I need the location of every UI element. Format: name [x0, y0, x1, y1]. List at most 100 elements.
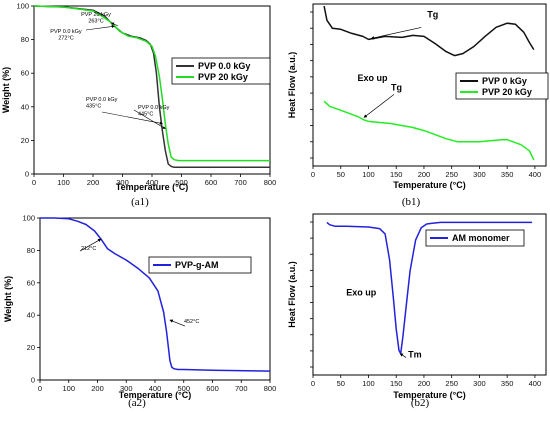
x-tick-label: 0: [311, 170, 315, 179]
x-tick-label: 400: [529, 170, 542, 179]
y-axis-label: Heat Flow (a.u.): [287, 261, 297, 328]
panel-caption: (a2): [128, 397, 146, 409]
x-tick-label: 350: [501, 170, 514, 179]
x-tick-label: 150: [390, 379, 403, 388]
y-axis-label: Heat Flow (a.u.): [287, 52, 297, 119]
annotation-text: 272°C: [58, 36, 73, 42]
x-tick-label: 250: [445, 379, 458, 388]
x-tick-label: 200: [418, 379, 431, 388]
series-line: [33, 5, 270, 162]
y-tick-label: 80: [21, 35, 29, 44]
x-tick-label: 0: [38, 384, 42, 393]
annotation-text: Tg: [427, 9, 438, 19]
series-line: [323, 100, 535, 161]
chart-a2: 0 100 200 300 400 500 600 700 800 0 20 40 60 80 100 Tem…: [3, 214, 276, 410]
annotation-text: Exo up: [358, 73, 389, 83]
x-tick-label: 350: [501, 379, 514, 388]
y-tick-label: 100: [22, 214, 35, 223]
x-tick-label: 400: [149, 384, 162, 393]
x-tick-label: 800: [264, 384, 277, 393]
annotation-text: PVP 20 kGy: [81, 12, 111, 18]
y-tick-label: 100: [16, 2, 29, 11]
annotation-arrow: [111, 22, 119, 27]
annotation-text: PVP 0.0 kGy: [138, 105, 170, 111]
x-tick-label: 100: [362, 379, 375, 388]
annotation-text: Exo up: [346, 287, 377, 297]
legend-label: PVP 20 kGy: [198, 72, 248, 82]
x-tick-label: 200: [87, 178, 100, 187]
plot-frame: [39, 217, 271, 381]
panel-caption: (b1): [402, 196, 421, 208]
annotation-arrow: [399, 353, 407, 358]
annotation-text: 212°C: [81, 246, 96, 252]
annotation-text: 263°C: [88, 19, 103, 25]
panel-caption: (a1): [131, 196, 149, 208]
annotation-text: PVP 0.0 kGy: [86, 97, 118, 103]
annotation-arrow: [101, 111, 163, 125]
annotation-arrow: [169, 319, 186, 327]
series-line: [323, 5, 535, 57]
y-tick-label: 40: [27, 311, 35, 320]
chart-b1: 0 50 100 150 200 250 300 350 400 Temperature (°C)…: [287, 3, 549, 208]
legend-box: [425, 229, 525, 247]
x-tick-label: 500: [177, 384, 190, 393]
y-tick-label: 0: [25, 170, 29, 179]
x-tick-label: 500: [175, 178, 188, 187]
x-tick-label: 700: [234, 178, 247, 187]
x-tick-label: 50: [337, 379, 345, 388]
x-tick-label: 100: [362, 170, 375, 179]
annotation-text: Tg: [391, 82, 402, 92]
annotation-text: PVP 0.0 kGy: [50, 29, 82, 35]
panel-caption: (b2): [411, 397, 430, 409]
x-tick-label: 50: [337, 170, 345, 179]
legend-label: AM monomer: [452, 233, 510, 243]
annotation-text: 435°C: [86, 104, 101, 110]
x-axis-label: Temperature (°C): [393, 390, 465, 400]
series-line: [40, 217, 271, 372]
y-tick-label: 60: [21, 69, 29, 78]
chart-b2: 0 50 100 150 200 250 300 350 400 Temperature (°C)…: [287, 213, 547, 409]
annotation-text: Tm: [408, 350, 422, 360]
x-tick-label: 300: [120, 384, 133, 393]
legend-label: PVP-g-AM: [175, 260, 219, 270]
x-tick-label: 400: [146, 178, 159, 187]
annotation-arrow: [85, 25, 115, 31]
x-tick-label: 300: [116, 178, 129, 187]
x-tick-label: 200: [418, 170, 431, 179]
x-tick-label: 300: [473, 170, 486, 179]
legend-label: PVP 0 kGy: [482, 76, 527, 86]
y-tick-label: 20: [27, 343, 35, 352]
x-tick-label: 0: [32, 178, 36, 187]
x-tick-label: 100: [62, 384, 75, 393]
y-tick-label: 60: [27, 278, 35, 287]
legend-box: [455, 72, 549, 100]
legend-box: [148, 256, 252, 274]
x-tick-label: 400: [529, 379, 542, 388]
x-axis-label: Temperature (°C): [393, 180, 465, 190]
x-tick-label: 150: [390, 170, 403, 179]
legend: PVP-g-AM: [148, 256, 252, 274]
y-tick-label: 80: [27, 246, 35, 255]
x-tick-label: 600: [206, 384, 219, 393]
y-tick-label: 20: [21, 136, 29, 145]
x-tick-label: 200: [91, 384, 104, 393]
y-axis-label: Weight (%): [1, 67, 11, 113]
x-tick-label: 0: [311, 379, 315, 388]
legend-box: [171, 57, 271, 85]
y-tick-label: 40: [21, 102, 29, 111]
annotation-text: 452°C: [184, 319, 199, 325]
x-tick-label: 700: [235, 384, 248, 393]
x-axis-label: Temperature (°C): [119, 390, 191, 400]
x-tick-label: 250: [445, 170, 458, 179]
y-axis-label: Weight (%): [3, 276, 13, 322]
x-tick-label: 600: [205, 178, 218, 187]
annotation-arrow: [133, 109, 166, 129]
legend-label: PVP 20 kGy: [482, 87, 532, 97]
x-tick-label: 100: [57, 178, 70, 187]
chart-a1: 0 100 200 300 400 500 600 700 800 0 20 40 60 80 100 Tem…: [1, 2, 276, 209]
series-line: [326, 221, 533, 355]
y-tick-label: 0: [31, 376, 35, 385]
legend-label: PVP 0.0 kGy: [198, 61, 250, 71]
